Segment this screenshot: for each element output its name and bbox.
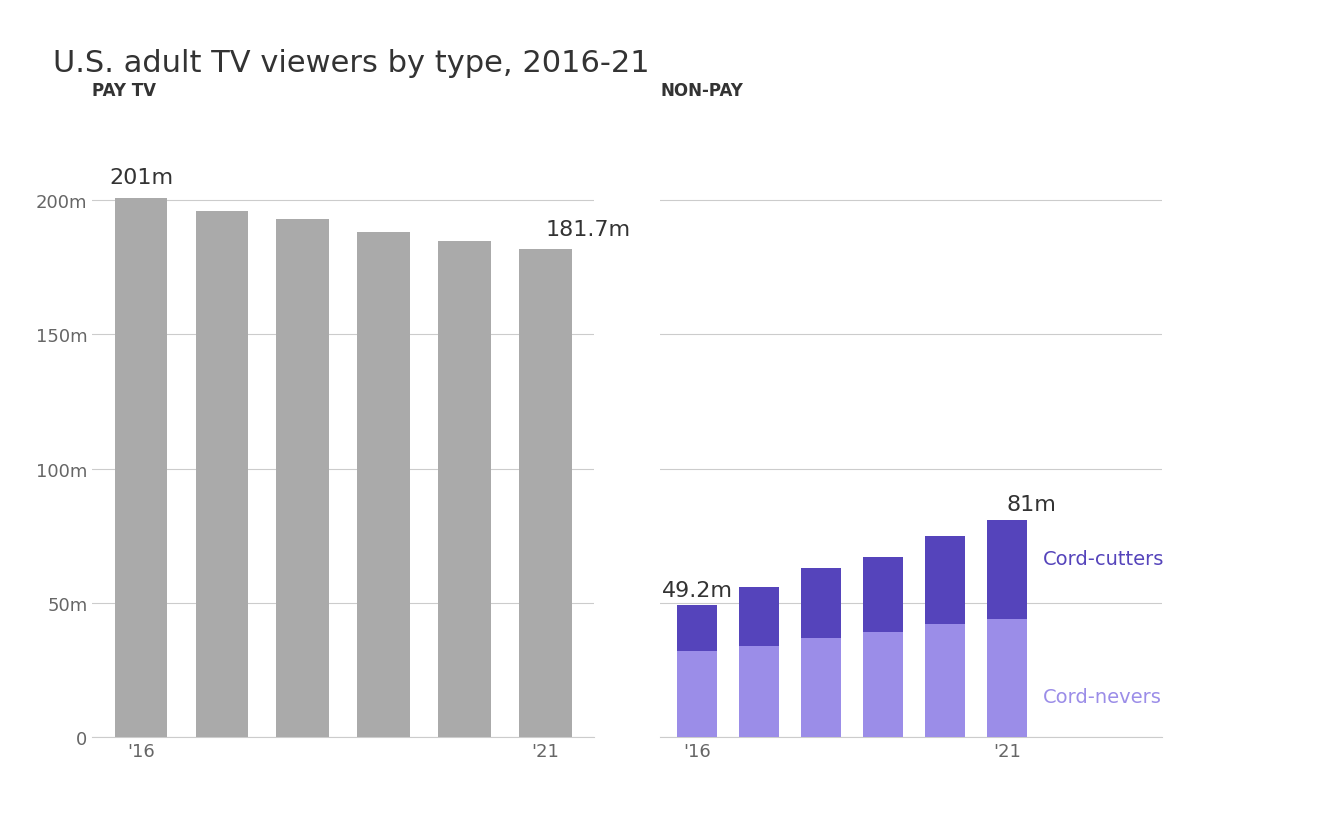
Text: PAY TV: PAY TV (92, 82, 156, 100)
Bar (739, 587, 779, 646)
Bar (276, 219, 329, 737)
Bar (801, 638, 841, 737)
Bar (739, 646, 779, 737)
Bar (986, 520, 1027, 619)
Text: NON-PAY: NON-PAY (660, 82, 743, 100)
Bar (863, 632, 903, 737)
Bar (438, 242, 491, 737)
Text: U.S. adult TV viewers by type, 2016-21: U.S. adult TV viewers by type, 2016-21 (53, 49, 649, 78)
Bar (863, 558, 903, 632)
Bar (115, 198, 168, 737)
Bar (801, 568, 841, 638)
Text: 201m: 201m (108, 168, 173, 188)
Bar (925, 625, 965, 737)
Text: 49.2m: 49.2m (661, 580, 733, 600)
Bar (677, 651, 717, 737)
Bar (519, 250, 572, 737)
Bar (986, 619, 1027, 737)
Bar (925, 536, 965, 625)
Text: 81m: 81m (1007, 495, 1057, 514)
Bar (195, 212, 248, 737)
Text: Cord-nevers: Cord-nevers (1043, 687, 1162, 706)
Text: 181.7m: 181.7m (545, 219, 631, 239)
Bar (677, 605, 717, 651)
Text: Cord-cutters: Cord-cutters (1043, 550, 1164, 568)
Bar (358, 233, 411, 737)
